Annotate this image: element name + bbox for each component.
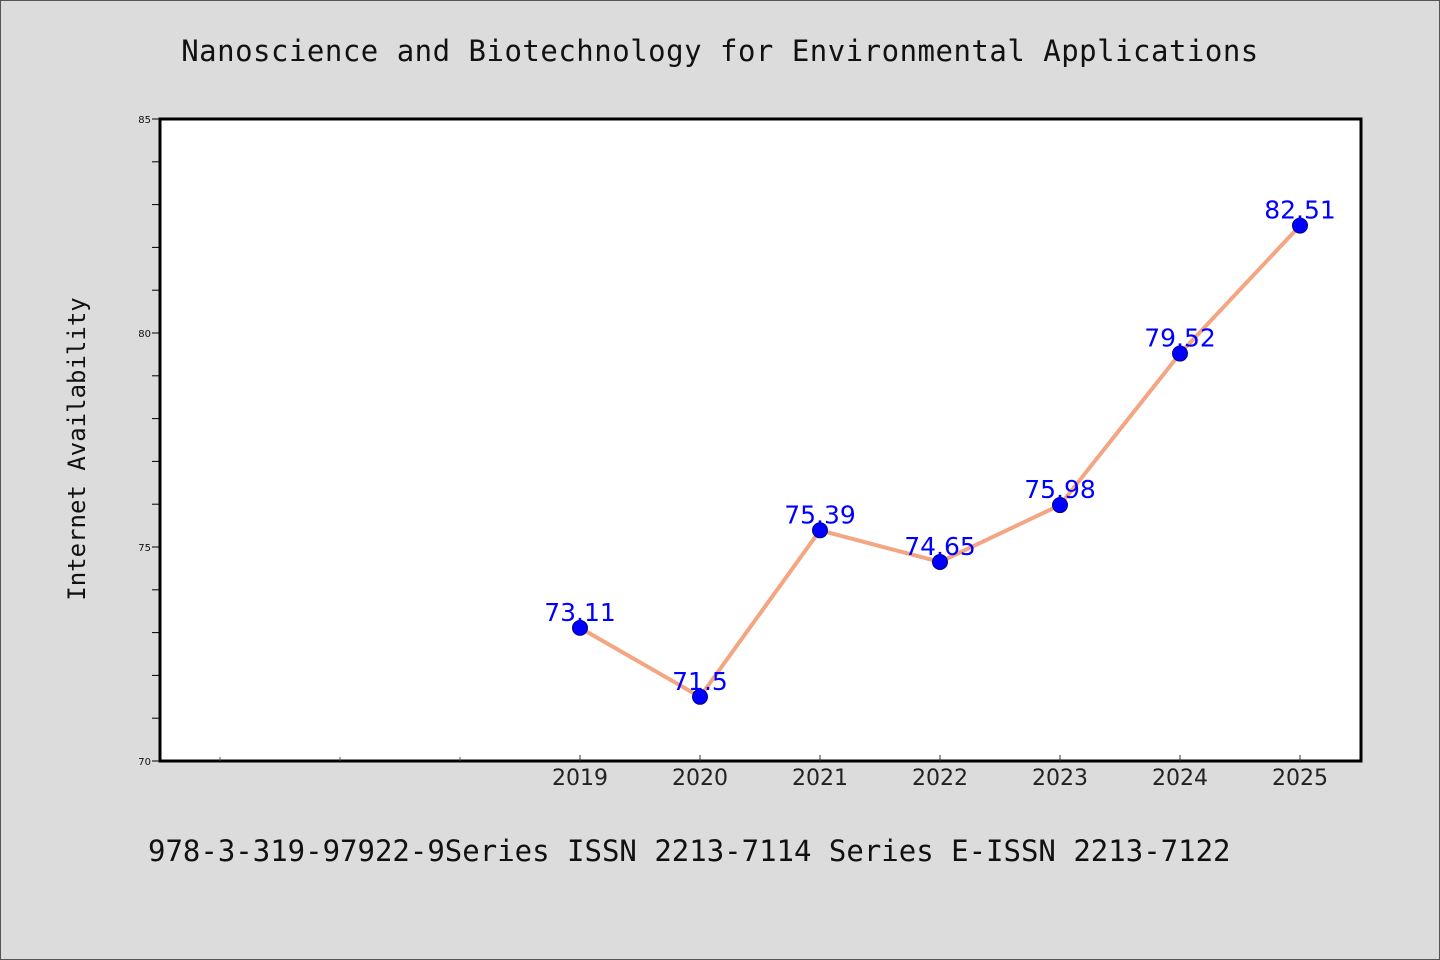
data-label: 79.52 (1144, 324, 1216, 353)
data-label: 75.39 (784, 500, 856, 529)
chart-title: Nanoscience and Biotechnology for Enviro… (181, 34, 1259, 68)
x-tick-label: 2023 (1032, 766, 1088, 791)
x-tick-label: 2021 (792, 766, 848, 791)
data-point (1052, 497, 1068, 514)
data-point (1172, 345, 1188, 362)
data-points (572, 217, 1308, 705)
data-point (692, 688, 708, 705)
data-label: 82.51 (1264, 196, 1336, 225)
data-point (1292, 217, 1308, 234)
y-axis: 70 75 80 85 (138, 115, 160, 768)
series-issn-text: 978-3-319-97922-9Series ISSN 2213-7114 S… (148, 834, 1231, 868)
data-labels: 73.11 71.5 75.39 74.65 75.98 79.52 82.51 (544, 196, 1336, 696)
x-axis: 2019 2020 2021 2022 2023 2024 2025 (219, 755, 1328, 791)
y-tick-label: 70 (138, 757, 151, 768)
y-tick-label: 75 (138, 543, 151, 554)
plot-area (158, 117, 1363, 763)
data-label: 71.5 (672, 667, 728, 696)
y-tick-label: 80 (138, 329, 151, 340)
data-label: 75.98 (1024, 475, 1096, 504)
data-point (812, 522, 828, 539)
x-tick-label: 2022 (912, 766, 968, 791)
data-point (572, 619, 588, 636)
data-label: 73.11 (544, 598, 616, 627)
y-tick-label: 85 (138, 115, 151, 126)
x-tick-label: 2020 (672, 766, 728, 791)
x-tick-label: 2024 (1152, 766, 1208, 791)
y-axis-title: Internet Availability (63, 297, 91, 600)
data-point (932, 553, 948, 570)
x-tick-label: 2019 (552, 766, 608, 791)
x-tick-label: 2025 (1272, 766, 1328, 791)
data-label: 74.65 (904, 532, 976, 561)
